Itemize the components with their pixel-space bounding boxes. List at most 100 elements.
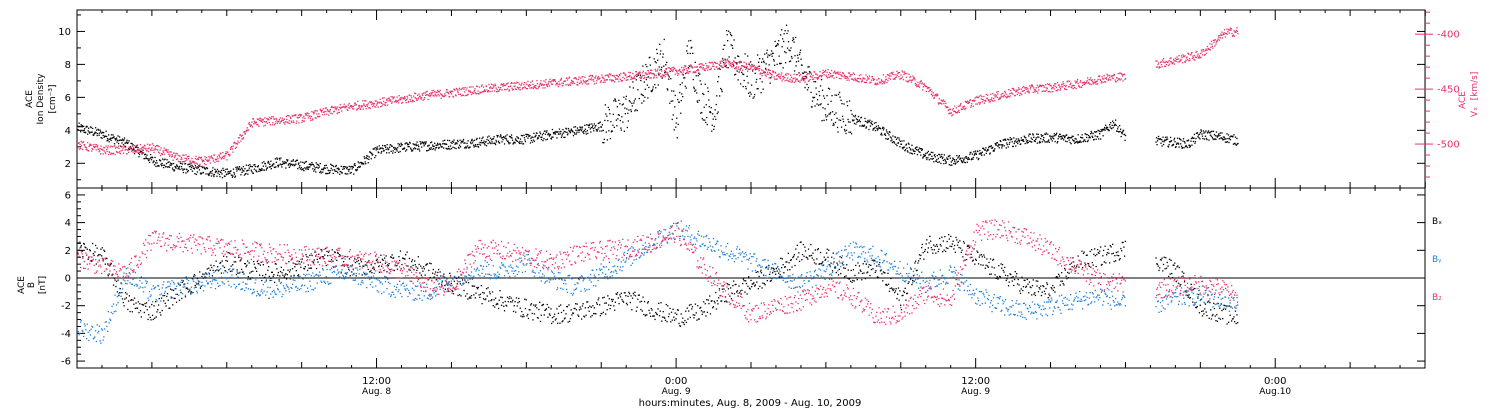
p1-point: [88, 128, 89, 129]
p1-point: [775, 41, 776, 42]
p1-point: [906, 73, 907, 74]
p1-point: [782, 46, 783, 47]
p1-point: [992, 93, 993, 94]
p1-point: [772, 56, 773, 57]
p1-point: [854, 123, 855, 124]
p1-point: [523, 84, 524, 85]
p1-point: [1103, 135, 1104, 136]
p1-point: [480, 92, 481, 93]
p1-point: [256, 122, 257, 123]
p1-point: [518, 89, 519, 90]
p1-point: [322, 110, 323, 111]
p1-point: [558, 134, 559, 135]
p1-point: [793, 74, 794, 75]
p1-point: [257, 124, 258, 125]
p1-point: [524, 137, 525, 138]
p1-point: [907, 150, 908, 151]
p1-point: [459, 140, 460, 141]
p1-point: [194, 168, 195, 169]
p1-point: [990, 94, 991, 95]
p1-point: [706, 65, 707, 66]
p1-point: [434, 91, 435, 92]
p1-point: [389, 152, 390, 153]
p1-point: [232, 148, 233, 149]
p1-point: [447, 140, 448, 141]
p1-point: [771, 76, 772, 77]
p1-point: [468, 90, 469, 91]
p1-point: [980, 102, 981, 103]
p1-point: [409, 146, 410, 147]
p1-point: [876, 126, 877, 127]
p1-point: [607, 120, 608, 121]
p2-point: [140, 310, 141, 311]
p1-point: [400, 151, 401, 152]
p2-point: [107, 263, 108, 264]
p1-point: [657, 60, 658, 61]
p1-point: [911, 145, 912, 146]
p1-point: [641, 77, 642, 78]
p1-point: [407, 97, 408, 98]
p1-point: [308, 113, 309, 114]
p1-point: [292, 161, 293, 162]
p1-point: [371, 158, 372, 159]
p1-point: [177, 166, 178, 167]
p1-point: [585, 82, 586, 83]
p1-point: [1215, 44, 1216, 45]
panel1-frame: [77, 10, 1425, 188]
p1-point: [269, 164, 270, 165]
p1-point: [981, 96, 982, 97]
p1-point: [647, 85, 648, 86]
p1-point: [153, 145, 154, 146]
p1-point: [1236, 138, 1237, 139]
p1-point: [337, 106, 338, 107]
p1-point: [463, 95, 464, 96]
p1-point: [1191, 52, 1192, 53]
p2-point: [134, 298, 135, 299]
p1-point: [975, 103, 976, 104]
p1-point: [1180, 139, 1181, 140]
p1-point: [762, 58, 763, 59]
p1-point: [587, 80, 588, 81]
p1-point: [1166, 137, 1167, 138]
p1-point: [1108, 80, 1109, 81]
p1-point: [1103, 78, 1104, 79]
p1-point: [539, 131, 540, 132]
p1-point: [1124, 140, 1125, 141]
p1-point: [515, 83, 516, 84]
p1-point: [875, 122, 876, 123]
p1-point: [264, 170, 265, 171]
p1-point: [1058, 138, 1059, 139]
p2-point: [104, 251, 105, 252]
p1-point: [779, 56, 780, 57]
p1-point: [1096, 131, 1097, 132]
p1-point: [377, 103, 378, 104]
p1-point: [573, 81, 574, 82]
p1-point: [336, 108, 337, 109]
p1-point: [984, 103, 985, 104]
p1-point: [477, 86, 478, 87]
p1-point: [793, 41, 794, 42]
p1-point: [466, 143, 467, 144]
p1-point: [431, 92, 432, 93]
p1-point: [519, 87, 520, 88]
p1-point: [749, 63, 750, 64]
p1-point: [936, 159, 937, 160]
p1-point: [158, 165, 159, 166]
p1-point: [781, 72, 782, 73]
p1-point: [273, 163, 274, 164]
p1-point: [794, 82, 795, 83]
p1-point: [979, 150, 980, 151]
p1-point: [1194, 134, 1195, 135]
p1-point: [774, 60, 775, 61]
p1-point: [218, 171, 219, 172]
p1-point: [114, 145, 115, 146]
p1-point: [543, 133, 544, 134]
p1-point: [1009, 144, 1010, 145]
p1-point: [944, 159, 945, 160]
p1-point: [606, 132, 607, 133]
p1-point: [709, 106, 710, 107]
p1-point: [220, 153, 221, 154]
p1-point: [463, 139, 464, 140]
p1-point: [180, 161, 181, 162]
p1-point: [138, 152, 139, 153]
